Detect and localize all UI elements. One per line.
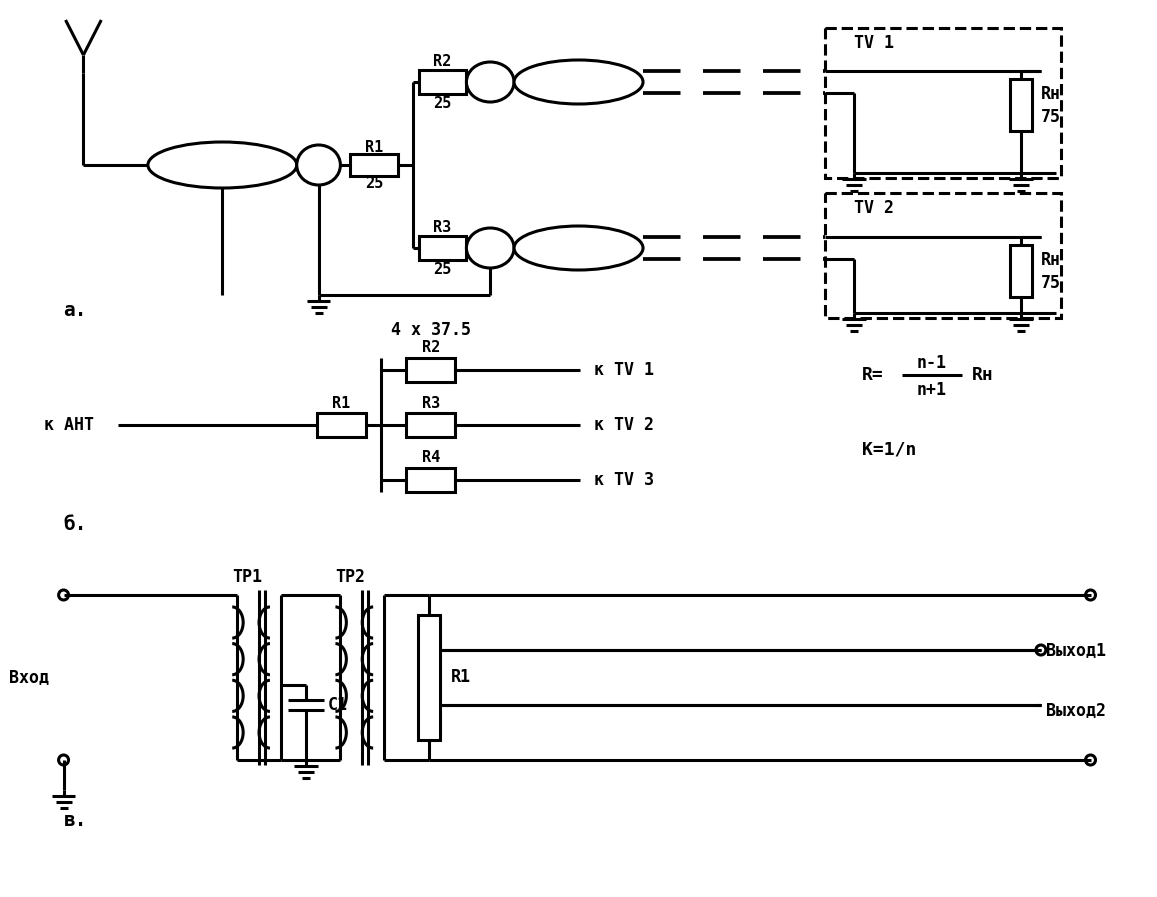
Text: C1: C1	[327, 696, 347, 714]
Text: к ТV 1: к ТV 1	[595, 361, 655, 379]
Ellipse shape	[296, 145, 340, 185]
Text: 4 х 37.5: 4 х 37.5	[391, 321, 471, 339]
Text: ТV 2: ТV 2	[854, 199, 894, 217]
Bar	[418, 615, 440, 740]
Circle shape	[1085, 590, 1096, 600]
Text: Rн: Rн	[972, 366, 993, 384]
Text: ТР2: ТР2	[336, 568, 366, 586]
Text: R1: R1	[332, 396, 351, 411]
Text: к ТV 3: к ТV 3	[595, 471, 655, 489]
Circle shape	[1085, 755, 1096, 765]
Bar	[825, 28, 1061, 178]
Ellipse shape	[148, 142, 296, 188]
Bar	[317, 413, 367, 437]
Bar	[406, 413, 456, 437]
Text: К=1/n: К=1/n	[862, 441, 916, 459]
Text: 25: 25	[364, 176, 383, 190]
Text: R1: R1	[450, 668, 471, 686]
Text: R=: R=	[862, 366, 884, 384]
Text: n+1: n+1	[916, 381, 946, 399]
Text: 75: 75	[1041, 274, 1061, 292]
Text: Выход1: Выход1	[1046, 641, 1106, 659]
Bar	[406, 358, 456, 382]
Ellipse shape	[514, 60, 643, 104]
Text: ТР1: ТР1	[233, 568, 263, 586]
Ellipse shape	[466, 228, 514, 268]
Circle shape	[59, 755, 68, 765]
Text: б.: б.	[64, 516, 87, 535]
Bar	[825, 193, 1061, 318]
Text: Вход: Вход	[9, 668, 49, 686]
Bar	[351, 154, 398, 176]
Text: 25: 25	[434, 97, 451, 111]
Text: ТV 1: ТV 1	[854, 34, 894, 52]
Bar	[1010, 79, 1032, 131]
Text: n-1: n-1	[916, 354, 946, 372]
Ellipse shape	[514, 226, 643, 270]
Text: R1: R1	[364, 140, 383, 154]
Text: к АНТ: к АНТ	[44, 416, 94, 434]
Text: R3: R3	[421, 396, 440, 411]
Text: Выход2: Выход2	[1046, 701, 1106, 719]
Bar	[419, 236, 466, 260]
Text: 25: 25	[434, 263, 451, 277]
Text: Rн: Rн	[1041, 251, 1061, 269]
Text: R4: R4	[421, 450, 440, 466]
Bar	[406, 468, 456, 492]
Text: в.: в.	[64, 811, 87, 830]
Circle shape	[1036, 645, 1046, 655]
Text: R2: R2	[434, 55, 451, 69]
Text: R3: R3	[434, 221, 451, 236]
Text: к ТV 2: к ТV 2	[595, 416, 655, 434]
Text: Rн: Rн	[1041, 85, 1061, 103]
Text: R2: R2	[421, 341, 440, 355]
Text: а.: а.	[64, 300, 87, 319]
Circle shape	[59, 590, 68, 600]
Bar	[1010, 245, 1032, 297]
Ellipse shape	[466, 62, 514, 102]
Bar	[419, 70, 466, 94]
Text: 75: 75	[1041, 108, 1061, 126]
